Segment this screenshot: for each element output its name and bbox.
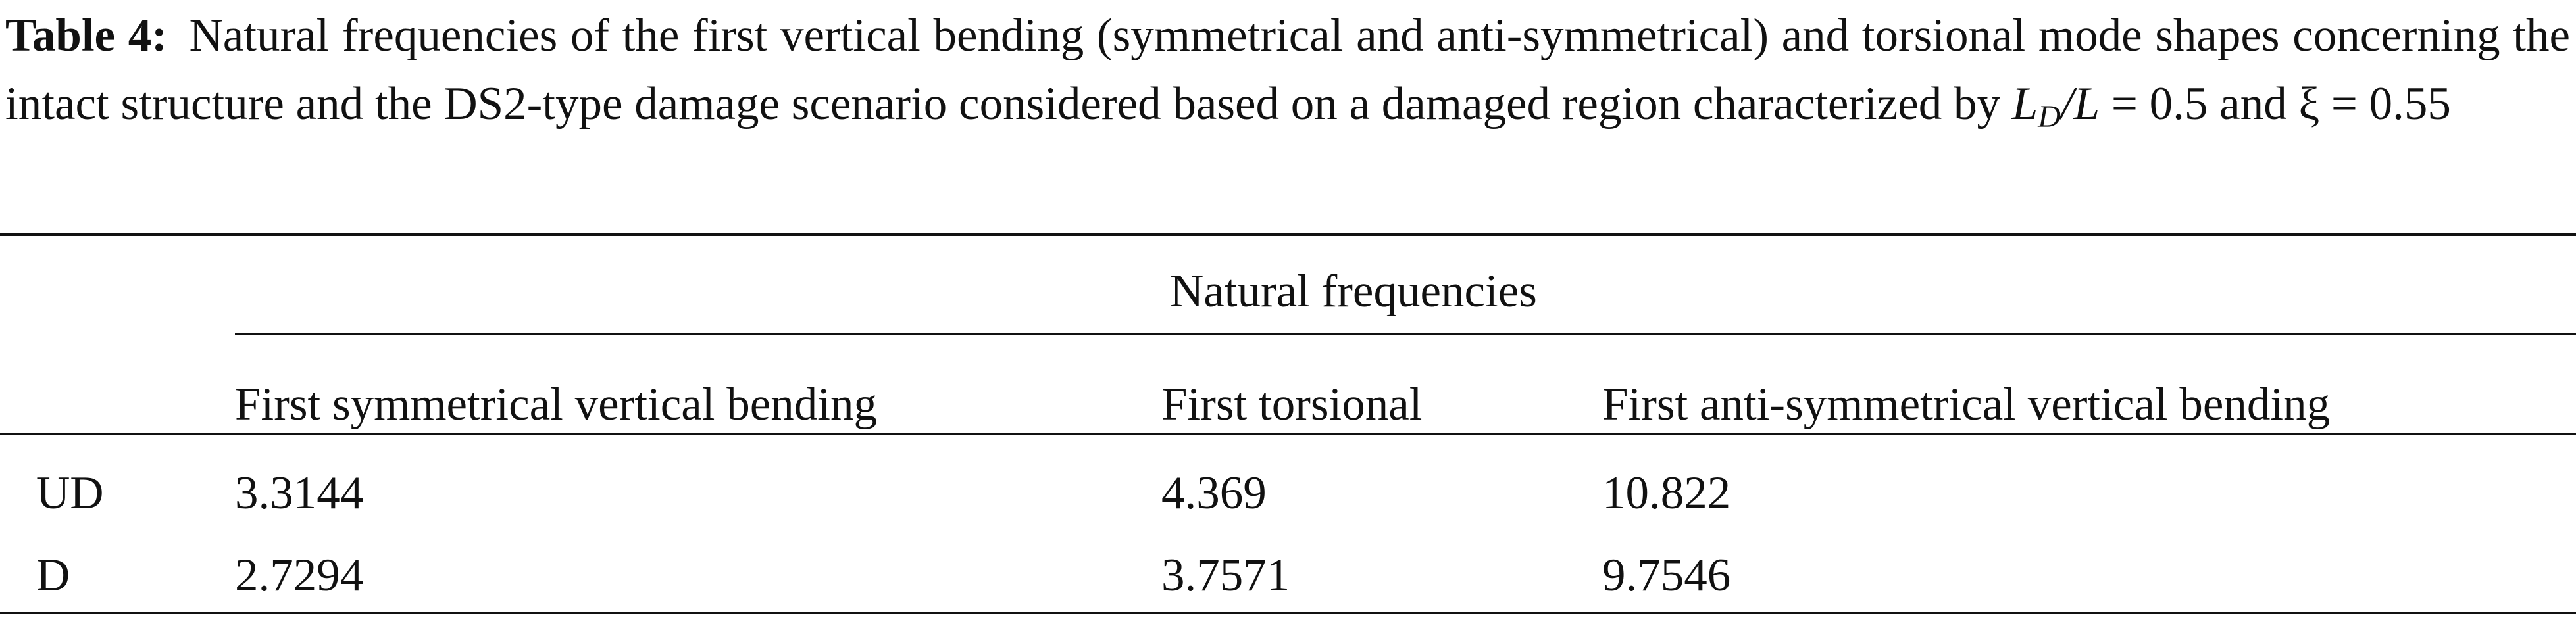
column-header: First symmetrical vertical bending xyxy=(235,379,878,430)
bottom-rule xyxy=(0,612,2576,614)
caption-math: /L xyxy=(2060,78,2100,130)
table-cell: 10.822 xyxy=(1602,468,1731,519)
group-rule xyxy=(235,333,2576,335)
table-cell: 3.3144 xyxy=(235,468,364,519)
table-cell: 4.369 xyxy=(1161,468,1267,519)
header-rule xyxy=(0,433,2576,435)
row-label: D xyxy=(36,550,70,601)
table-cell: 9.7546 xyxy=(1602,550,1731,601)
column-header: First anti-symmetrical vertical bending xyxy=(1602,379,2331,430)
group-header: Natural frequencies xyxy=(1170,266,1537,317)
caption-text: Natural frequencies of the first vertica… xyxy=(5,10,2570,130)
top-rule xyxy=(0,233,2576,236)
caption-math: L xyxy=(2011,78,2038,130)
table-cell: 3.7571 xyxy=(1161,550,1290,601)
caption-label: Table 4: xyxy=(5,10,167,61)
table-caption: Table 4: Natural frequencies of the firs… xyxy=(5,1,2570,138)
caption-math: D xyxy=(2038,99,2061,134)
caption-math: = 0.5 and ξ = 0.55 xyxy=(2111,78,2451,130)
column-header: First torsional xyxy=(1161,379,1423,430)
row-label: UD xyxy=(36,468,104,519)
table-cell: 2.7294 xyxy=(235,550,364,601)
